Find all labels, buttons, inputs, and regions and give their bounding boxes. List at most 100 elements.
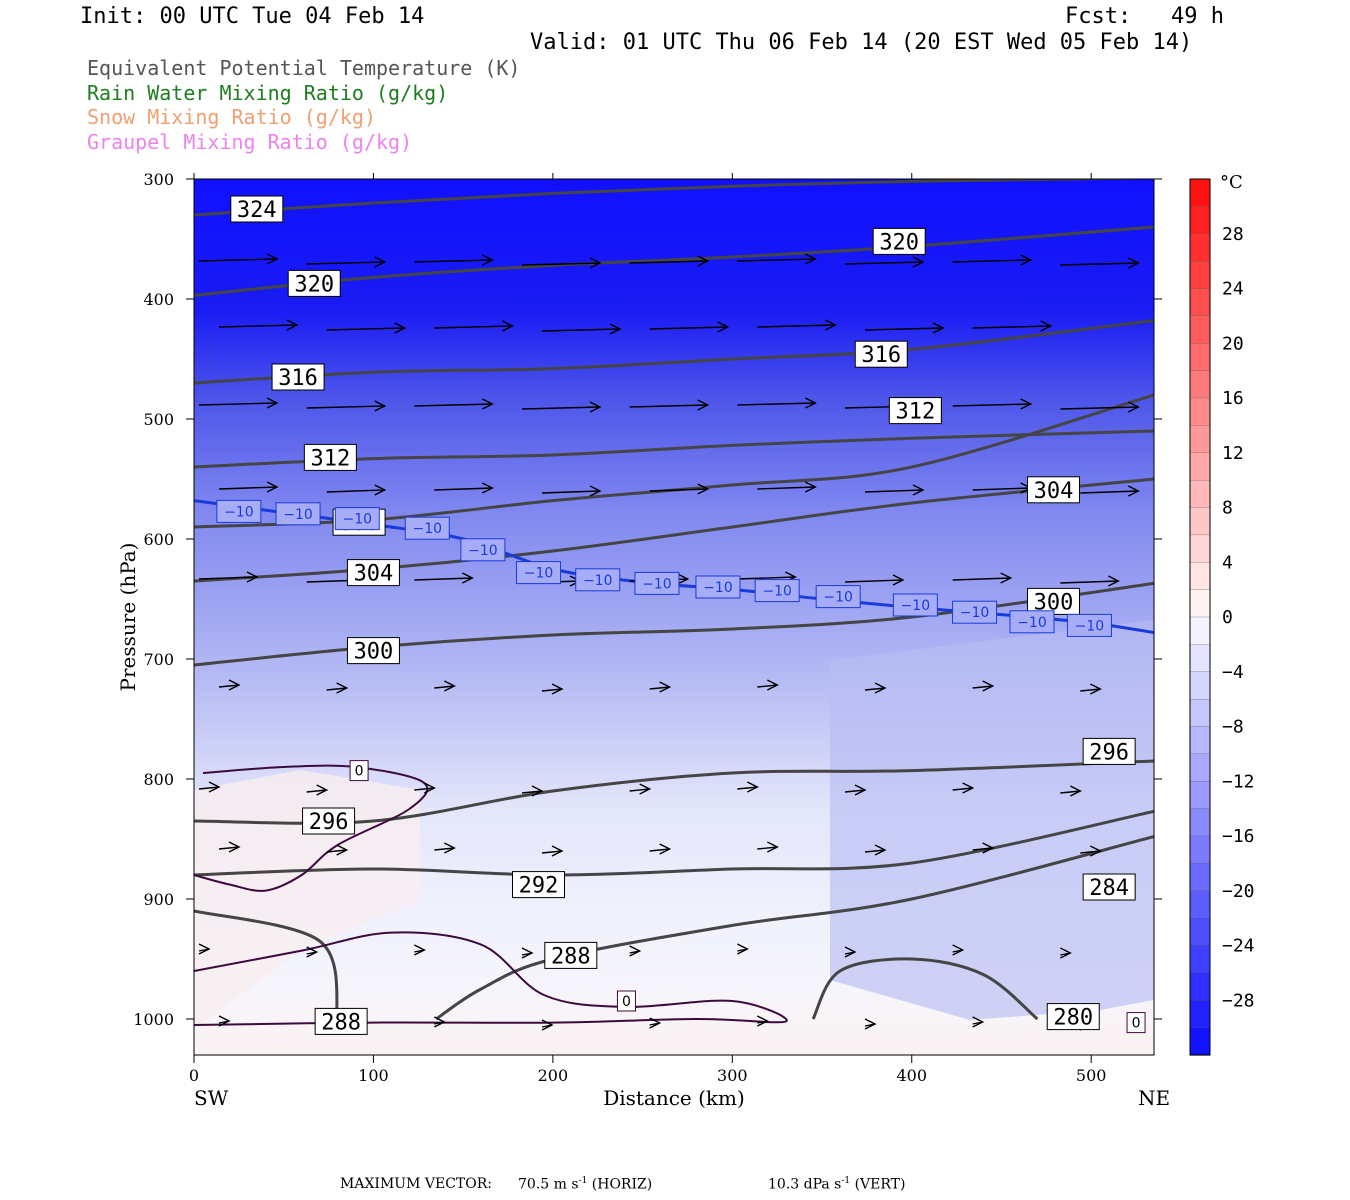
wind-vector — [218, 324, 298, 328]
theta-e-label-280: 280 — [1053, 1006, 1093, 1031]
wind-vector-head — [697, 255, 710, 267]
wind-vector-head — [444, 680, 456, 692]
colorbar-bin — [1189, 452, 1211, 481]
colorbar-tick-label: 0 — [1222, 607, 1233, 628]
theta-e-label-300-box — [346, 637, 400, 665]
wind-vector — [952, 403, 1031, 407]
wind-vector — [952, 787, 973, 791]
wind-vector-head — [1020, 254, 1033, 266]
wind-vector — [198, 786, 220, 790]
isotherm-label-box — [634, 571, 680, 595]
x-tick-label: 400 — [896, 1066, 927, 1085]
wind-vector-head — [892, 574, 905, 586]
wind-vector-head — [1127, 257, 1140, 269]
wind-vector-head — [962, 782, 975, 794]
y-tick-label: 500 — [143, 410, 174, 429]
wind-vector — [864, 327, 943, 331]
horiz-max-vector: 70.5 m s-1 (HORIZ) — [518, 1176, 653, 1193]
colorbar-bin — [1189, 753, 1211, 782]
y-tick-label: 400 — [143, 290, 174, 309]
isotherm-label-box — [460, 538, 506, 562]
wind-vector-head — [639, 783, 652, 795]
wind-vector-head — [629, 945, 642, 957]
colorbar-bin — [1189, 425, 1211, 454]
wind-vector-head — [825, 319, 837, 331]
isotherm-label-box — [952, 600, 998, 624]
colorbar-bin — [1189, 397, 1211, 427]
wind-vector — [649, 326, 728, 330]
colorbar-bin — [1189, 808, 1211, 837]
wind-vector-head — [551, 845, 564, 857]
wind-vector-head — [551, 683, 564, 695]
wind-vector-head — [864, 1018, 877, 1030]
wind-vector — [414, 259, 493, 263]
wind-vector — [864, 489, 924, 493]
wind-vector-head — [982, 680, 995, 692]
wind-vector — [844, 579, 904, 583]
wind-vector — [326, 687, 347, 691]
wind-vector — [541, 328, 621, 332]
legend-snow: Snow Mixing Ratio (g/kg) — [87, 105, 376, 129]
colorbar-bin — [1189, 972, 1211, 1001]
colorbar-bin — [1189, 288, 1211, 317]
wind-vector-head — [767, 679, 779, 691]
y-tick-label: 700 — [143, 650, 174, 669]
colorbar-bin — [1189, 206, 1211, 235]
wind-vector — [1080, 688, 1101, 692]
wind-vector — [1080, 850, 1101, 854]
x-axis-title: Distance (km) — [603, 1086, 745, 1110]
isotherm-label: −10 — [1017, 615, 1047, 631]
wind-vector — [218, 684, 240, 688]
theta-e-label-304: 304 — [354, 562, 394, 587]
theta-e-label-312-box — [888, 397, 942, 425]
wind-vector — [1080, 490, 1139, 494]
wind-vector — [952, 259, 1031, 263]
theta-e-label-320: 320 — [879, 230, 919, 255]
colorbar-tick-label: 12 — [1222, 443, 1244, 464]
wind-vector — [844, 789, 866, 793]
valid-time: Valid: 01 UTC Thu 06 Feb 14 (20 EST Wed … — [530, 30, 1193, 55]
theta-e-label-304-box — [1027, 476, 1081, 504]
wind-vector — [434, 685, 455, 689]
isotherm-label: −10 — [583, 573, 613, 589]
wind-vector — [1060, 262, 1139, 266]
legend-rain-water: Rain Water Mixing Ratio (g/kg) — [87, 81, 449, 105]
wind-vector — [629, 788, 650, 792]
theta-e-label-312: 312 — [895, 400, 935, 425]
cross-section-plot: 3243203203163163123123083043043003002962… — [116, 170, 1255, 1110]
wind-vector — [972, 847, 993, 851]
theta-e-label-312: 312 — [310, 446, 350, 471]
isotherm-label: −10 — [960, 605, 990, 621]
wind-vector — [757, 684, 778, 688]
wind-vector-head — [747, 781, 759, 793]
isotherm-label: −10 — [343, 512, 373, 528]
y-tick-label: 600 — [143, 530, 174, 549]
wind-vector-head — [482, 482, 494, 494]
colorbar-bin — [1189, 315, 1211, 344]
wind-vector — [434, 847, 455, 851]
wind-vector-head — [424, 782, 436, 794]
theta-e-label-300-box — [1027, 587, 1081, 615]
wind-vector-head — [1069, 785, 1082, 797]
wind-vector-head — [444, 842, 456, 854]
wind-vector-head — [208, 781, 221, 793]
colorbar-bin — [1189, 562, 1211, 591]
wind-vector-head — [1059, 947, 1072, 959]
isotherm-label: −10 — [468, 543, 498, 559]
isotherm-label: −10 — [642, 576, 672, 592]
colorbar-tick-label: −8 — [1222, 717, 1244, 738]
theta-e-label-288: 288 — [551, 944, 591, 969]
wind-vector-head — [521, 947, 534, 959]
wind-vector-head — [228, 841, 241, 853]
colorbar-bin — [1189, 698, 1211, 728]
wind-vector-head — [541, 1019, 554, 1031]
colorbar-tick-label: −12 — [1222, 771, 1255, 792]
wind-vector-head — [531, 785, 544, 797]
colorbar-bin — [1189, 534, 1211, 563]
wind-vector — [737, 402, 816, 406]
isotherm-label-box — [575, 568, 621, 592]
colorbar-frame — [1189, 178, 1211, 1056]
colorbar-bin — [1189, 781, 1211, 810]
y-tick-label: 1000 — [133, 1010, 174, 1029]
wind-vector — [414, 577, 473, 581]
